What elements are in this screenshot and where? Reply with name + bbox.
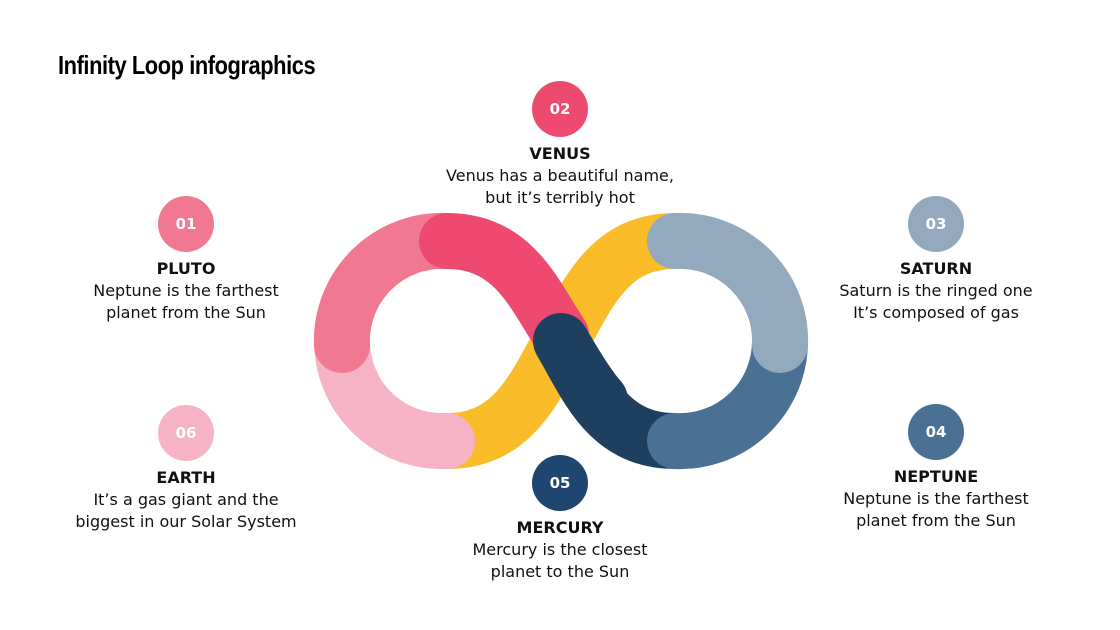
item-title: SATURN	[899, 259, 973, 278]
item-desc-line: It’s composed of gas	[853, 303, 1019, 322]
item-title: PLUTO	[156, 259, 216, 278]
item-neptune: 04 NEPTUNE Neptune is the farthest plane…	[786, 404, 1086, 532]
item-title: MERCURY	[516, 518, 604, 537]
item-desc-line: planet from the Sun	[856, 511, 1016, 530]
item-earth: 06 EARTH It’s a gas giant and the bigges…	[36, 405, 336, 533]
number-badge: 05	[532, 455, 588, 511]
loop-segment-mercury-head	[533, 313, 628, 428]
item-desc-line: Neptune is the farthest	[843, 489, 1029, 508]
number-badge: 01	[158, 196, 214, 252]
item-venus: 02 VENUS Venus has a beautiful name, but…	[410, 81, 710, 209]
item-desc-line: Venus has a beautiful name,	[446, 166, 674, 185]
item-desc-line: but it’s terribly hot	[485, 188, 635, 207]
page-title: Infinity Loop infographics	[58, 50, 316, 80]
item-saturn: 03 SATURN Saturn is the ringed one It’s …	[786, 196, 1086, 324]
item-mercury: 05 MERCURY Mercury is the closest planet…	[410, 455, 710, 583]
number-badge: 03	[908, 196, 964, 252]
number-badge: 06	[158, 405, 214, 461]
number-badge: 02	[532, 81, 588, 137]
item-pluto: 01 PLUTO Neptune is the farthest planet …	[36, 196, 336, 324]
item-desc-line: Neptune is the farthest	[93, 281, 279, 300]
item-title: VENUS	[529, 144, 591, 163]
item-desc-line: Mercury is the closest	[472, 540, 648, 559]
item-title: EARTH	[156, 468, 216, 487]
item-desc-line: biggest in our Solar System	[75, 512, 297, 531]
number-badge: 04	[908, 404, 964, 460]
item-desc-line: planet from the Sun	[106, 303, 266, 322]
item-desc-line: It’s a gas giant and the	[93, 490, 279, 509]
item-desc-line: Saturn is the ringed one	[839, 281, 1033, 300]
item-title: NEPTUNE	[893, 467, 979, 486]
item-desc-line: planet to the Sun	[490, 562, 630, 581]
loop-segment-saturn	[647, 212, 809, 373]
